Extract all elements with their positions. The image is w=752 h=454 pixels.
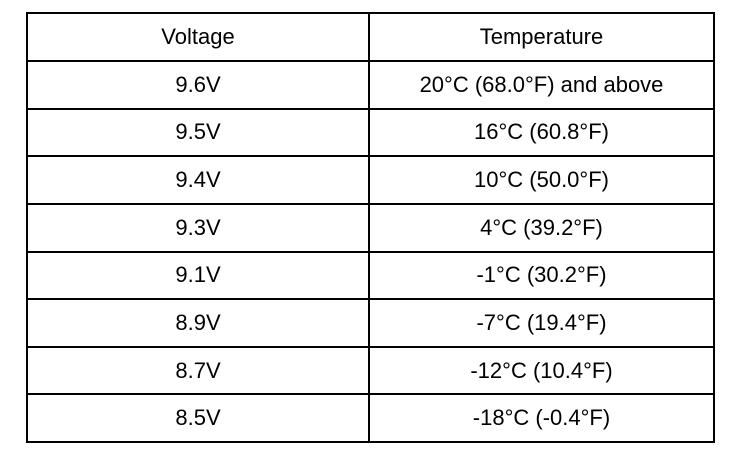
voltage-cell: 9.4V — [26, 155, 370, 205]
table-row: 8.7V -12°C (10.4°F) — [26, 345, 715, 396]
temperature-cell: 10°C (50.0°F) — [368, 155, 715, 205]
header-cell: Temperature — [368, 12, 715, 62]
table-row: 9.5V 16°C (60.8°F) — [26, 107, 715, 158]
temperature-cell: 4°C (39.2°F) — [368, 202, 715, 253]
table-body: 9.6V 20°C (68.0°F) and above 9.5V 16°C (60.… — [26, 60, 715, 443]
voltage-cell: 9.3V — [26, 202, 370, 253]
table-row: 9.4V 10°C (50.0°F) — [26, 155, 715, 205]
table-row: 9.3V 4°C (39.2°F) — [26, 202, 715, 253]
temperature-cell: -7°C (19.4°F) — [368, 298, 715, 348]
table-row: 8.9V -7°C (19.4°F) — [26, 298, 715, 348]
temperature-cell: -1°C (30.2°F) — [368, 250, 715, 301]
temperature-cell: 20°C (68.0°F) and above — [368, 60, 715, 110]
voltage-cell: 9.1V — [26, 250, 370, 301]
voltage-cell: 8.7V — [26, 345, 370, 396]
voltage-cell: 8.9V — [26, 298, 370, 348]
temperature-cell: 16°C (60.8°F) — [368, 107, 715, 158]
table-row: 9.1V -1°C (30.2°F) — [26, 250, 715, 301]
voltage-cell: 9.5V — [26, 107, 370, 158]
voltage-temperature-table: Voltage Temperature 9.6V 20°C (68.0°F) an… — [26, 12, 715, 443]
header-row: Voltage Temperature — [26, 12, 715, 62]
temperature-cell: -12°C (10.4°F) — [368, 345, 715, 396]
voltage-cell: 8.5V — [26, 393, 370, 443]
header-cell: Voltage — [26, 12, 370, 62]
voltage-cell: 9.6V — [26, 60, 370, 110]
table-row: 9.6V 20°C (68.0°F) and above — [26, 60, 715, 110]
temperature-cell: -18°C (-0.4°F) — [368, 393, 715, 443]
table-row: 8.5V -18°C (-0.4°F) — [26, 393, 715, 443]
